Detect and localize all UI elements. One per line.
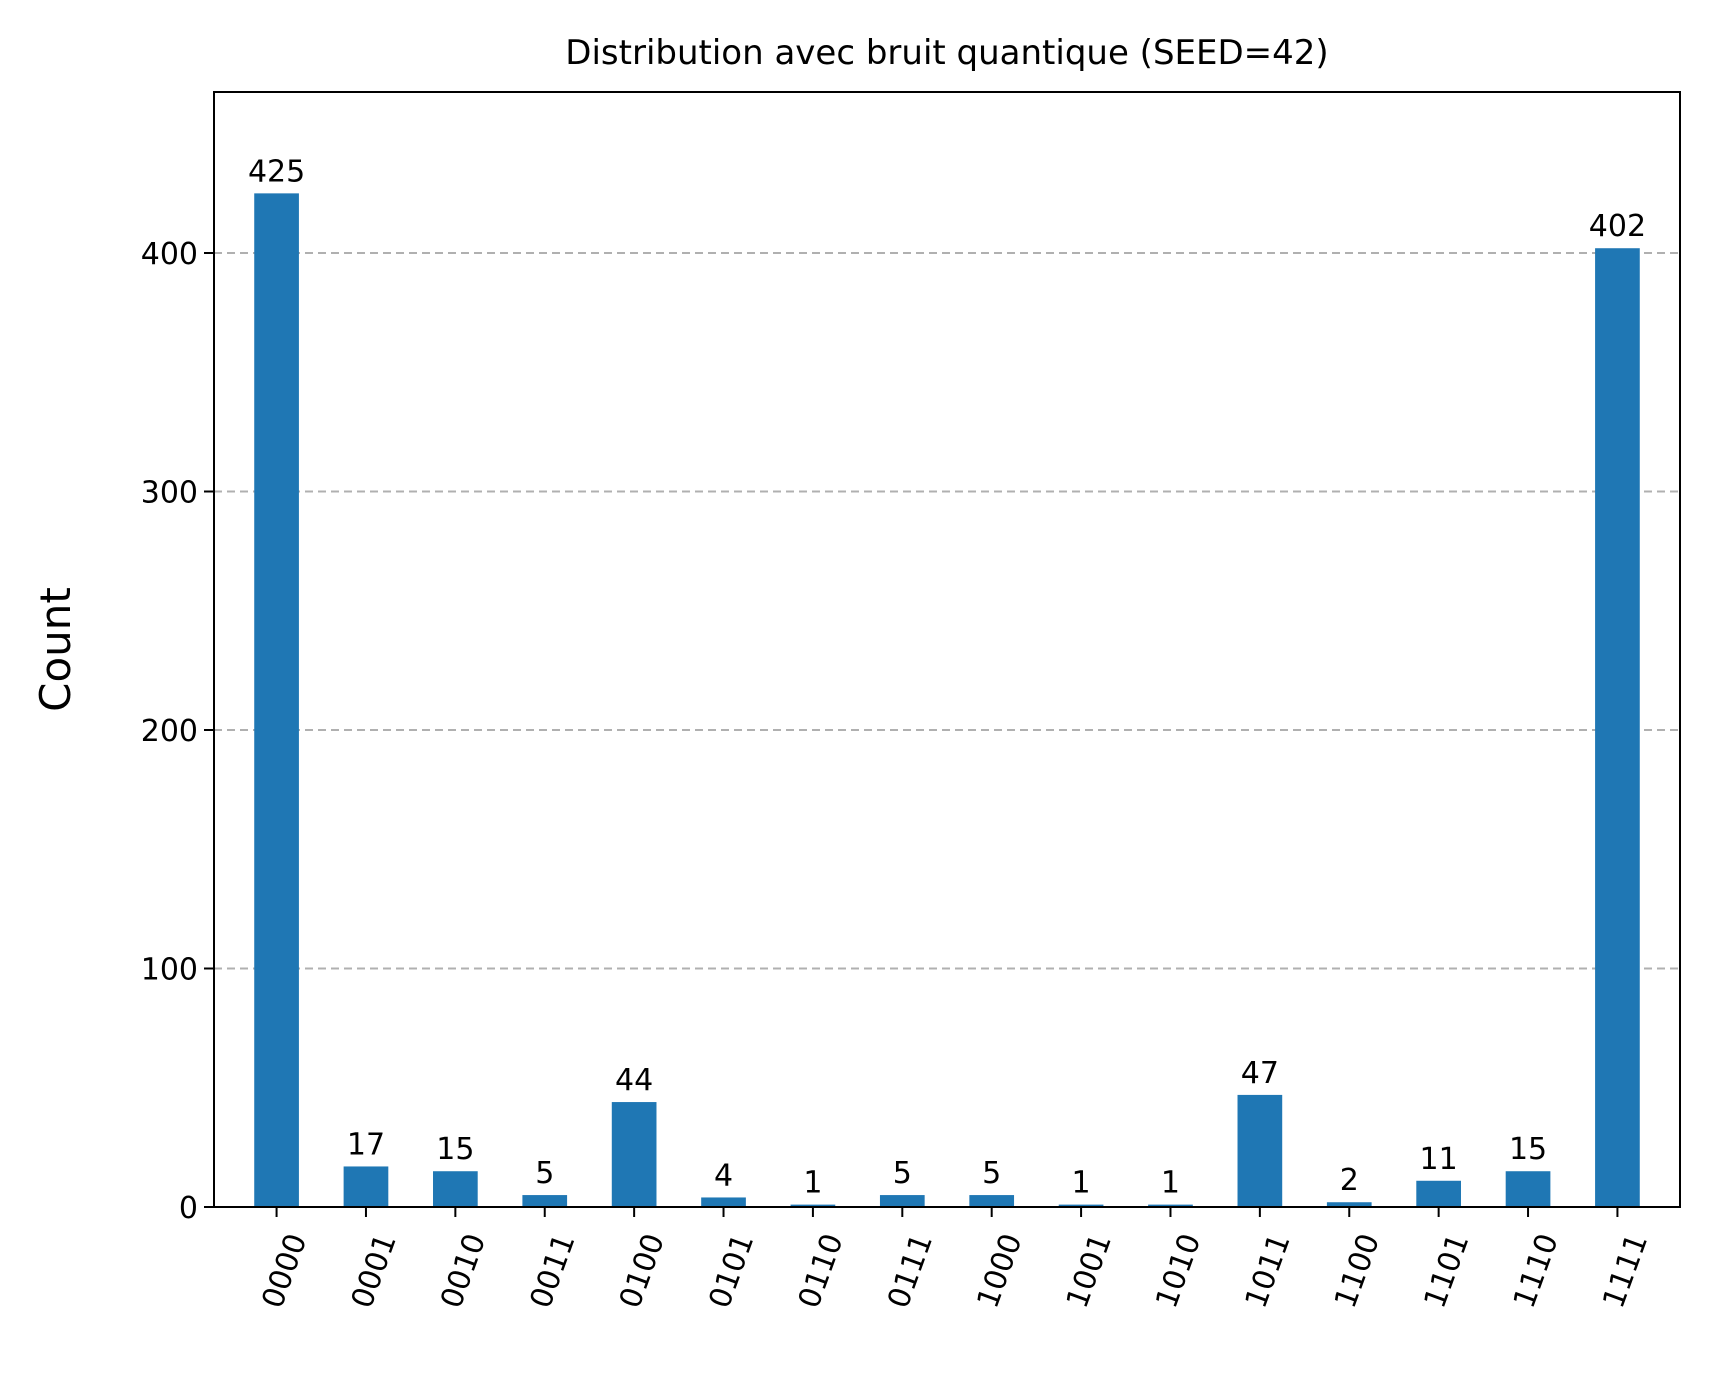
x-tick-label: 0110 bbox=[792, 1229, 851, 1313]
bar-value-label: 402 bbox=[1589, 209, 1646, 244]
x-tick-label: 1101 bbox=[1417, 1229, 1476, 1313]
y-axis-ticks: 0 100 200 300 400 bbox=[141, 237, 214, 1226]
bar-1011 bbox=[1237, 1094, 1283, 1207]
x-tick-label: 0111 bbox=[881, 1229, 940, 1313]
x-tick-label: 1111 bbox=[1596, 1229, 1655, 1313]
bar-value-label: 5 bbox=[982, 1156, 1001, 1191]
gridlines bbox=[214, 251, 1680, 970]
bar-0100 bbox=[611, 1102, 657, 1207]
bar-0111 bbox=[879, 1195, 925, 1207]
bar-value-label: 5 bbox=[535, 1156, 554, 1191]
y-tick-label: 100 bbox=[141, 952, 198, 987]
bar-value-label: 1 bbox=[1072, 1166, 1091, 1201]
bars bbox=[254, 193, 1640, 1208]
bar-1001 bbox=[1058, 1204, 1104, 1207]
x-tick-label: 0011 bbox=[524, 1229, 583, 1313]
x-tick-label: 1001 bbox=[1060, 1229, 1119, 1313]
chart-title: Distribution avec bruit quantique (SEED=… bbox=[565, 33, 1328, 73]
x-tick-label: 1010 bbox=[1149, 1229, 1208, 1313]
bar-value-label: 1 bbox=[803, 1166, 822, 1201]
bar-value-label: 15 bbox=[1509, 1132, 1547, 1167]
y-tick-label: 200 bbox=[141, 714, 198, 749]
plot-frame bbox=[213, 91, 1681, 1208]
x-tick-label: 0000 bbox=[255, 1229, 314, 1313]
x-tick-label: 0010 bbox=[434, 1229, 493, 1313]
bar-value-label: 15 bbox=[436, 1132, 474, 1167]
x-tick-label: 0101 bbox=[702, 1229, 761, 1313]
bar-value-label: 1 bbox=[1161, 1166, 1180, 1201]
bar-value-label: 11 bbox=[1420, 1142, 1458, 1177]
y-tick-label: 400 bbox=[141, 237, 198, 272]
y-tick-label: 300 bbox=[141, 475, 198, 510]
bar-1100 bbox=[1326, 1202, 1372, 1207]
bar-0110 bbox=[790, 1204, 836, 1207]
bar-0001 bbox=[343, 1166, 389, 1207]
bar-value-label: 5 bbox=[893, 1156, 912, 1191]
x-tick-label: 1011 bbox=[1239, 1229, 1298, 1313]
bar-value-label: 4 bbox=[714, 1158, 733, 1193]
x-tick-label: 0100 bbox=[613, 1229, 672, 1313]
x-tick-label: 1110 bbox=[1507, 1229, 1566, 1313]
bar-0010 bbox=[433, 1171, 478, 1207]
bar-0011 bbox=[522, 1195, 568, 1207]
bar-value-label: 425 bbox=[248, 154, 305, 189]
y-axis-label: Count bbox=[31, 587, 80, 712]
bar-1000 bbox=[969, 1195, 1015, 1207]
bar-1010 bbox=[1148, 1204, 1193, 1207]
bar-1110 bbox=[1505, 1171, 1551, 1207]
bar-value-label: 17 bbox=[347, 1127, 385, 1162]
x-axis-ticks: 0000 0001 0010 0011 0100 0101 0110 0111 1000 1001… bbox=[255, 1207, 1655, 1313]
bar-1111 bbox=[1595, 248, 1640, 1208]
bar-value-label: 47 bbox=[1241, 1056, 1279, 1091]
bar-1101 bbox=[1416, 1180, 1461, 1207]
x-tick-label: 1000 bbox=[970, 1229, 1029, 1313]
y-tick-label: 0 bbox=[179, 1191, 198, 1226]
bar-0101 bbox=[701, 1197, 746, 1207]
bar-value-label: 2 bbox=[1340, 1163, 1359, 1198]
x-tick-label: 0001 bbox=[345, 1229, 404, 1313]
bar-value-label: 44 bbox=[615, 1063, 653, 1098]
bar-0000 bbox=[254, 193, 299, 1207]
x-tick-label: 1100 bbox=[1328, 1229, 1387, 1313]
